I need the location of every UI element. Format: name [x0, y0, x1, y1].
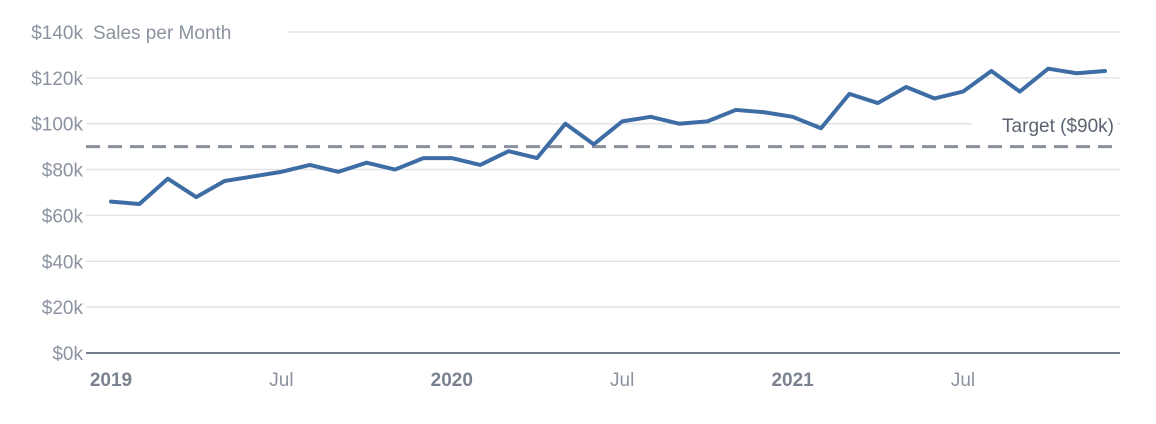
gridlines [86, 31, 1120, 308]
y-axis-labels: $0k $20k $40k $60k $80k $100k $120k $140k [31, 23, 83, 365]
y-tick-label: $0k [52, 344, 83, 365]
target-label: Target ($90k) [1002, 116, 1114, 137]
y-tick-label: $140k [31, 23, 83, 44]
y-tick-label: $80k [42, 161, 84, 182]
x-tick-label: Jul [269, 370, 293, 391]
target-label-background [972, 113, 1117, 137]
y-tick-label: $60k [42, 206, 84, 227]
chart-title: Sales per Month [93, 23, 231, 44]
x-tick-label: 2020 [431, 370, 473, 391]
x-tick-label: Jul [951, 370, 975, 391]
x-tick-label: 2019 [90, 370, 132, 391]
y-tick-label: $40k [42, 252, 84, 273]
x-tick-label: Jul [610, 370, 634, 391]
y-tick-label: $100k [31, 115, 83, 136]
x-tick-label: 2021 [771, 370, 814, 391]
y-tick-label: $20k [42, 298, 84, 319]
x-axis-labels: 2019 Jul 2020 Jul 2021 Jul [90, 370, 975, 391]
sales-line-series [109, 66, 1107, 206]
y-tick-label: $120k [31, 69, 83, 90]
